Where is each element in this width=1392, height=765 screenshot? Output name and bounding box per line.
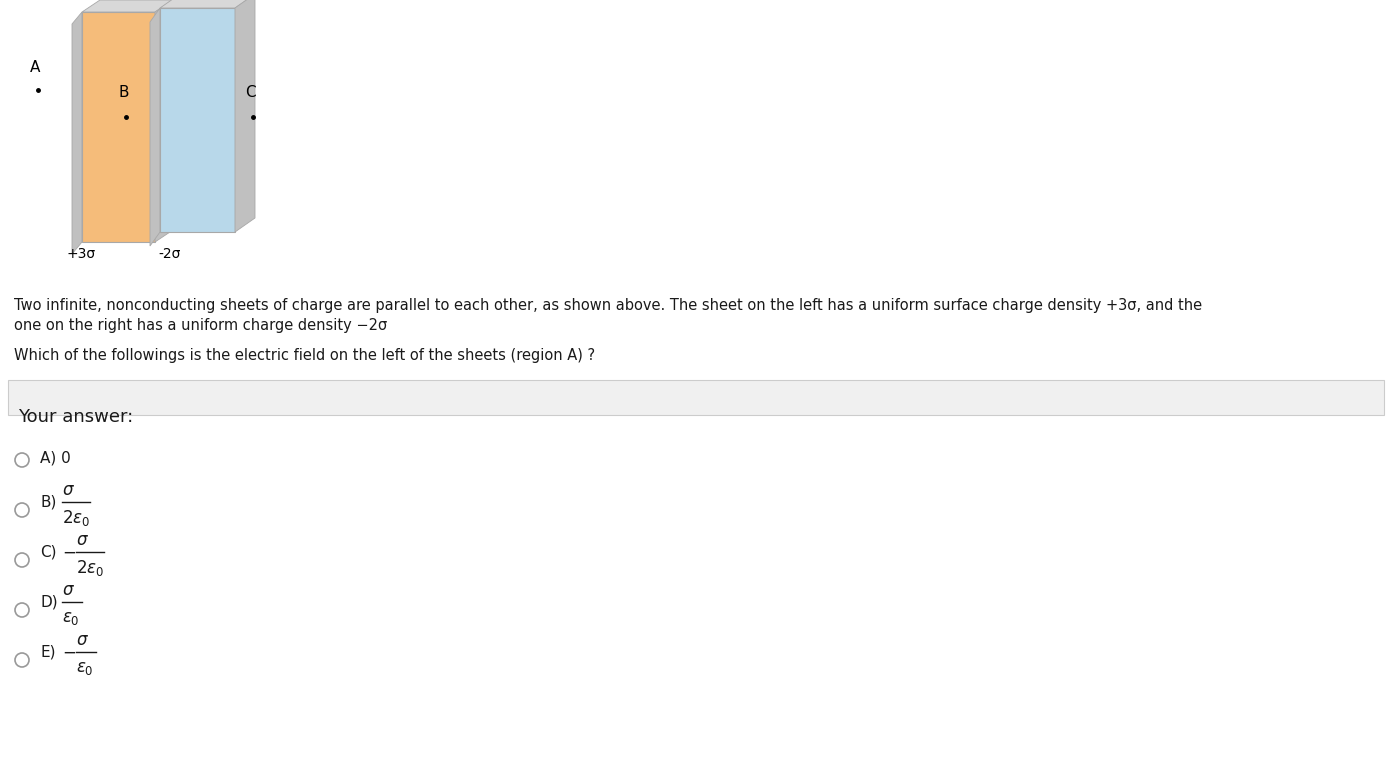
Text: $\sigma$: $\sigma$ [63,481,75,499]
Circle shape [15,503,29,517]
Text: C): C) [40,545,57,559]
Polygon shape [72,12,82,254]
Text: $\sigma$: $\sigma$ [77,631,89,649]
Text: -2σ: -2σ [159,247,181,261]
Text: D): D) [40,594,57,610]
Text: one on the right has a uniform charge density −2σ: one on the right has a uniform charge de… [14,318,387,333]
Polygon shape [160,8,235,232]
Polygon shape [150,8,160,246]
Text: $\epsilon_0$: $\epsilon_0$ [77,659,93,677]
Text: E): E) [40,644,56,659]
Polygon shape [155,0,173,242]
Circle shape [15,653,29,667]
Text: A) 0: A) 0 [40,451,71,465]
Circle shape [15,603,29,617]
Polygon shape [235,0,255,232]
Text: Which of the followings is the electric field on the left of the sheets (region : Which of the followings is the electric … [14,348,596,363]
Text: A: A [31,60,40,75]
Text: +3σ: +3σ [67,247,96,261]
Text: $-$: $-$ [63,643,77,661]
Text: $2\epsilon_0$: $2\epsilon_0$ [63,508,90,528]
Polygon shape [160,0,255,8]
Text: Your answer:: Your answer: [18,408,134,426]
Polygon shape [82,12,155,242]
Text: C: C [245,85,256,100]
Text: B): B) [40,494,56,509]
Circle shape [15,453,29,467]
Text: B: B [118,85,128,100]
Text: $\epsilon_0$: $\epsilon_0$ [63,609,79,627]
Polygon shape [82,0,173,12]
FancyBboxPatch shape [8,380,1384,415]
Text: $\sigma$: $\sigma$ [77,531,89,549]
Text: Two infinite, nonconducting sheets of charge are parallel to each other, as show: Two infinite, nonconducting sheets of ch… [14,298,1203,313]
Text: $2\epsilon_0$: $2\epsilon_0$ [77,558,104,578]
Circle shape [15,553,29,567]
Text: $\sigma$: $\sigma$ [63,581,75,599]
Text: $-$: $-$ [63,543,77,561]
